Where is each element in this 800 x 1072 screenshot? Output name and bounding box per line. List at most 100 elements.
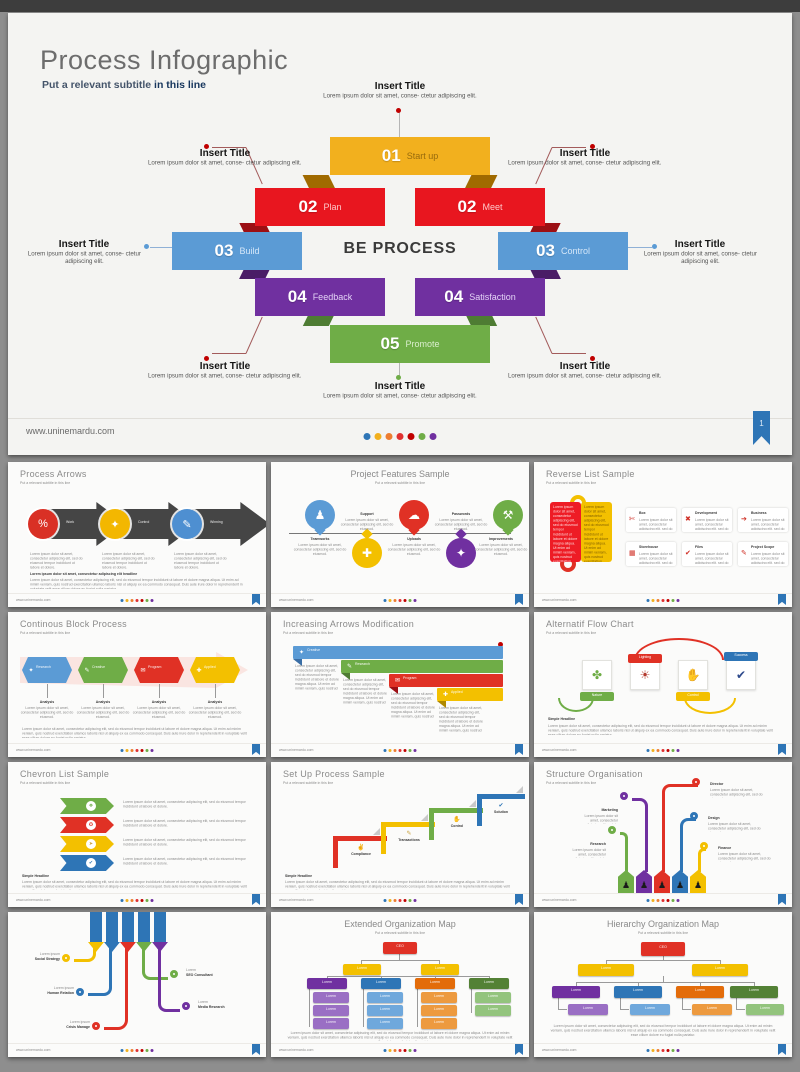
thumb-subtitle: Put a relevant subtitle in this line: [20, 781, 71, 786]
org-box: Lorem: [749, 988, 759, 993]
card-label: Development: [695, 511, 717, 516]
thumb-subtitle: Put a relevant subtitle in this line: [637, 931, 689, 936]
thumbnail-setup-process[interactable]: Set Up Process Sample Put a relevant sub…: [271, 762, 529, 907]
callout-mid-right: Insert Title Lorem ipsum dolor sit amet, …: [630, 239, 770, 269]
thumb-title: Continous Block Process: [20, 619, 127, 629]
thumbnail-structure-organisation[interactable]: Structure Organisation Put a relevant su…: [534, 762, 792, 907]
arrow-label: Control: [138, 520, 150, 525]
percent-icon: %: [28, 509, 58, 539]
branch-text: Lorem ipsum dolor sit amet, consectetur …: [572, 848, 606, 859]
thumb-footer: www.uninemardu.com: [8, 593, 266, 607]
branch-node: [92, 1022, 100, 1030]
list-card: ✔ Files Lorem ipsum dolor sit amet, consec…: [682, 542, 732, 566]
thumbnail-process-arrows[interactable]: Process Arrows Put a relevant subtitle i…: [8, 462, 266, 607]
body-text: Lorem ipsum dolor sit amet, consectetur …: [30, 578, 243, 590]
thumb-title: Process Arrows: [20, 469, 87, 479]
plus-icon: ✚: [196, 667, 202, 674]
step-tab: Success: [724, 652, 758, 661]
branch-node: [182, 1002, 190, 1010]
website-link: www.uninemardu.com: [542, 748, 577, 753]
footer-dots: [363, 433, 437, 440]
website-link[interactable]: www.uninemardu.com: [26, 426, 115, 436]
website-link: www.uninemardu.com: [16, 598, 51, 603]
diamond-icon: ❖: [86, 801, 96, 811]
org-line: [361, 960, 362, 964]
callout-text: Lorem ipsum dolor sit amet, conse- ctetu…: [148, 372, 302, 380]
org-line: [663, 956, 664, 960]
step-angle: [429, 808, 483, 813]
branch-sub: Lorem ipsum: [53, 986, 74, 991]
step-angle: [477, 794, 525, 799]
thumbnail-alternatif-flow[interactable]: Alternatif Flow Chart Put a relevant sub…: [534, 612, 792, 757]
website-link: www.uninemardu.com: [16, 1048, 51, 1053]
body-text: Lorem ipsum dolor sit amet, consectetur …: [102, 552, 155, 570]
org-line: [309, 989, 310, 1027]
step-bar-control: 03 Control: [498, 232, 628, 270]
org-line: [417, 989, 418, 1027]
step-label: Solution: [494, 810, 508, 815]
thumb-title: Project Features Sample: [350, 469, 450, 479]
thumbnail-chevron-list[interactable]: Chevron List Sample Put a relevant subti…: [8, 762, 266, 907]
org-box: Lorem: [633, 988, 643, 993]
thumb-footer: www.uninemardu.com: [271, 1043, 529, 1057]
thumb-subtitle: Put a relevant subtitle in this line: [546, 781, 597, 786]
main-slide[interactable]: Process Infographic Put a relevant subti…: [8, 13, 792, 455]
branch-label: Research: [590, 842, 606, 847]
thumbnail-reverse-list[interactable]: Reverse List Sample Put a relevant subti…: [534, 462, 792, 607]
step-number: 03: [214, 241, 234, 260]
body-text: Lorem ipsum dolor sit amet, consectetur …: [20, 706, 74, 720]
branch-sub: Lorem: [186, 968, 196, 973]
org-box: Lorem: [322, 980, 332, 985]
thumbnail-hierarchy-org-map[interactable]: Hierarchy Organization Map Put a relevan…: [534, 912, 792, 1057]
branch-line: [662, 784, 698, 872]
scissors-icon: ✄: [629, 516, 635, 523]
page-badge: [515, 594, 523, 605]
connector-line: [212, 353, 246, 354]
thumbnail-increasing-arrows[interactable]: Increasing Arrows Modification Put a rel…: [271, 612, 529, 757]
branch-line: [104, 946, 128, 1030]
thumb-title: Chevron List Sample: [20, 769, 110, 779]
website-link: www.uninemardu.com: [279, 898, 314, 903]
body-text: Lorem ipsum dolor sit amet, consectetur …: [188, 706, 242, 720]
step-bar-promote: 05 Promote: [330, 325, 490, 363]
envelope-icon: ✉: [395, 678, 401, 684]
org-box: Lorem: [430, 980, 440, 985]
branch-label: Social Strategy: [34, 957, 60, 962]
branch-line: [632, 798, 648, 872]
banner-fold: [389, 687, 398, 694]
headline: Simple Headline: [548, 717, 576, 722]
website-link: www.uninemardu.com: [542, 1048, 577, 1053]
org-line: [399, 954, 400, 960]
step-number: 02: [298, 197, 318, 216]
step-angle: [381, 822, 435, 827]
pencil-icon: ✎: [741, 550, 747, 557]
branch-label: Marketing: [601, 808, 618, 813]
feature-text: Lorem ipsum dolor sit amet, consectetur …: [474, 543, 528, 556]
thumbnail-extended-org-map[interactable]: Extended Organization Map Put a relevant…: [271, 912, 529, 1057]
feature-label: Uploads: [407, 537, 421, 542]
thumbnail-project-features[interactable]: Project Features Sample Put a relevant s…: [271, 462, 529, 607]
feature-label: Passwords: [451, 512, 471, 517]
body-text: Lorem ipsum dolor sit amet, consectetur …: [295, 664, 339, 693]
thumbnail-continous-block[interactable]: Continous Block Process Put a relevant s…: [8, 612, 266, 757]
callout-title: Insert Title: [199, 148, 251, 159]
cloud-icon: ☁: [399, 500, 429, 530]
thumbnail-reverse-structure[interactable]: Lorem ipsum Social Strategy Lorem ipsum Hu…: [8, 912, 266, 1057]
hexagon-block: ✎ Creative: [78, 657, 128, 683]
connector-dot: [396, 375, 401, 380]
callout-text: Lorem ipsum dolor sit amet, conse- ctetu…: [323, 92, 477, 100]
thumb-footer: www.uninemardu.com: [534, 593, 792, 607]
banner-bar: ✉ Program: [389, 674, 503, 687]
step-angle: [477, 794, 482, 826]
pencil-icon: ✎: [347, 664, 353, 670]
ribbon-infographic: 01 Start up 02 Plan 02 Meet 03 Build 03 Contr…: [160, 118, 640, 370]
org-elbow: [558, 998, 567, 1010]
step-label: Feedback: [312, 292, 353, 302]
thumb-footer: www.uninemardu.com: [534, 893, 792, 907]
branch-line: [74, 946, 96, 962]
column-bar: [154, 912, 166, 942]
org-box: Lorem: [707, 1006, 717, 1011]
column-bar: [122, 912, 134, 942]
card-text: Lorem ipsum dolor sit amet, consectetur …: [695, 552, 729, 565]
org-box: Lorem: [357, 966, 367, 971]
